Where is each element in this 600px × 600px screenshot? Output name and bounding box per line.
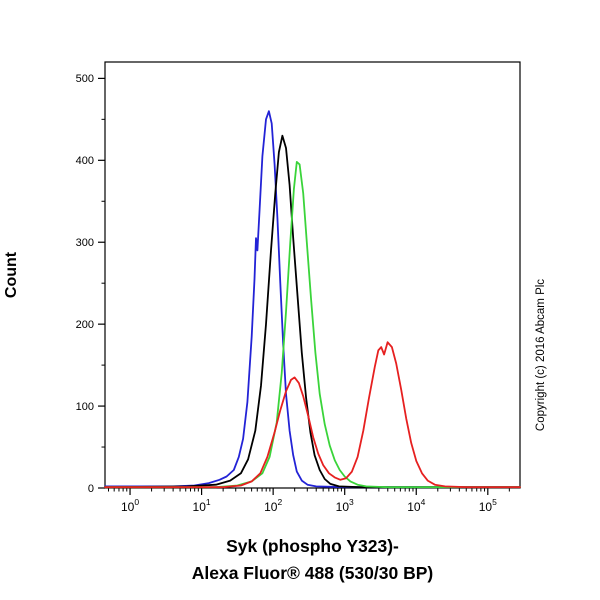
x-axis-title: Syk (phospho Y323)- Alexa Fluor® 488 (53…	[80, 533, 545, 587]
curve-black	[104, 134, 521, 489]
curve-blue	[104, 110, 521, 489]
y-tick-label: 500	[76, 73, 94, 85]
x-tick-label: 104	[407, 497, 425, 514]
y-tick-label: 400	[76, 155, 94, 167]
x-tick-label: 103	[336, 497, 354, 514]
y-tick-label: 300	[76, 237, 94, 249]
x-tick-label: 101	[193, 497, 211, 514]
curve-red	[104, 341, 521, 489]
curve-green	[104, 161, 521, 489]
x-tick-label: 105	[479, 497, 497, 514]
copyright-notice: Copyright (c) 2016 Abcam Plc	[535, 278, 547, 432]
y-tick-label: 200	[76, 319, 94, 331]
x-tick-label: 100	[121, 497, 139, 514]
y-tick-label: 100	[76, 401, 94, 413]
plot-frame	[104, 61, 521, 489]
y-tick-label: 0	[88, 483, 94, 495]
x-axis-title-line2: Alexa Fluor® 488 (530/30 BP)	[191, 563, 434, 583]
y-axis-label: Count	[3, 251, 20, 299]
x-axis-title-line1: Syk (phospho Y323)-	[226, 536, 399, 556]
x-tick-label: 102	[264, 497, 282, 514]
